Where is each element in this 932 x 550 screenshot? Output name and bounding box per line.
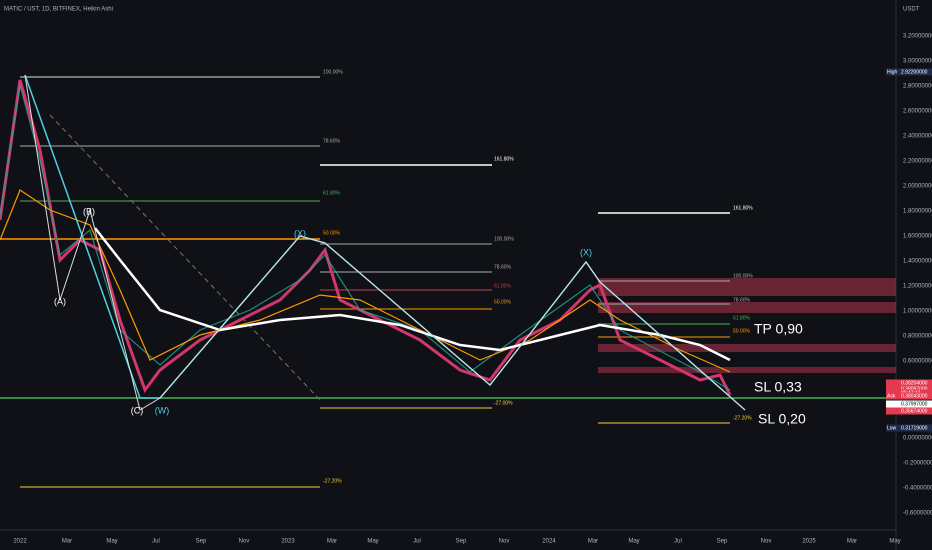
time-label: Sep <box>717 539 728 545</box>
price-tag <box>886 392 932 400</box>
time-label: Sep <box>196 539 207 545</box>
price-tag <box>886 424 932 432</box>
price-tag-value: 0.35674000 <box>901 408 928 414</box>
time-label: Mar <box>847 539 857 545</box>
time-label: Sep <box>456 539 467 545</box>
fib-label: 161.80% <box>494 156 514 162</box>
price-tag-value: 2.92200000 <box>901 69 928 75</box>
price-tag-value: 0.38204000 <box>901 380 928 386</box>
header-symbol: MATIC / UST, 1D, BITFINEX, Heikin Ashi <box>4 7 113 13</box>
price-tag <box>886 400 932 408</box>
wave-lines-white <box>24 74 746 411</box>
price-label: 1.60000000 <box>903 234 932 240</box>
price-label: 1.20000000 <box>903 284 932 290</box>
wave-label: (C) <box>131 405 144 415</box>
price-line-green <box>0 84 731 391</box>
time-label: May <box>106 539 117 545</box>
price-tag-name: High <box>887 69 898 75</box>
price-tag-name: Bid <box>887 401 894 407</box>
wave-label: (W) <box>155 405 170 415</box>
time-label: 2025 <box>802 539 816 545</box>
target-label: SL 0,20 <box>758 411 806 427</box>
fib-label: 50.00% <box>494 299 512 305</box>
fib-label: 100.00% <box>494 236 514 242</box>
fib-label: 61.80% <box>733 315 751 321</box>
time-label: 2024 <box>542 539 556 545</box>
wave-label: (X) <box>294 228 306 238</box>
fib-label: -27.00% <box>494 400 513 406</box>
price-label: 0.00000000 <box>903 436 932 442</box>
price-label: 2.40000000 <box>903 134 932 140</box>
price-label: -0.20000000 <box>903 461 932 467</box>
price-label: 1.00000000 <box>903 309 932 315</box>
fib-label: 78.60% <box>494 264 512 270</box>
price-label: 1.40000000 <box>903 259 932 265</box>
time-label: 2022 <box>13 539 27 545</box>
price-label: 3.20000000 <box>903 34 932 40</box>
price-tag <box>886 407 932 415</box>
price-tag-value: 0.37997000 <box>901 401 928 407</box>
wave-label: (A) <box>54 296 66 306</box>
zones <box>598 278 896 373</box>
price-label: 2.20000000 <box>903 159 932 165</box>
fib-label: 61.80% <box>494 283 512 289</box>
fib-label: 100.00% <box>323 69 343 75</box>
price-label: -0.60000000 <box>903 511 932 517</box>
fib-label: 100.00% <box>733 273 753 279</box>
time-label: May <box>889 539 900 545</box>
price-tag-name: Low <box>887 425 897 431</box>
price-line <box>0 79 732 396</box>
time-label: May <box>628 539 639 545</box>
price-label: 2.60000000 <box>903 109 932 115</box>
time-label: Jul <box>152 539 160 545</box>
fib-label: 161.80% <box>733 205 753 211</box>
target-label: SL 0,33 <box>754 379 802 395</box>
price-tag-value: 0.38043000 <box>901 393 928 399</box>
time-label: Jul <box>413 539 421 545</box>
price-tag <box>886 379 932 387</box>
price-label: -0.40000000 <box>903 486 932 492</box>
time-label: Nov <box>761 539 772 545</box>
price-label: 2.00000000 <box>903 184 932 190</box>
time-label: Mar <box>588 539 598 545</box>
fib-label: 61.80% <box>323 190 341 196</box>
price-label: 3.00000000 <box>903 59 932 65</box>
price-label: 2.80000000 <box>903 84 932 90</box>
time-label: May <box>367 539 378 545</box>
fib-label: 78.60% <box>733 297 751 303</box>
wave-label: (B) <box>83 206 95 216</box>
fib-label: 78.60% <box>323 138 341 144</box>
target-label: TP 0,90 <box>754 321 803 337</box>
time-label: Nov <box>499 539 510 545</box>
time-label: Mar <box>327 539 337 545</box>
price-currency: USDT <box>903 7 920 13</box>
price-label: 0.80000000 <box>903 334 932 340</box>
time-label: Jul <box>674 539 682 545</box>
price-label: 0.60000000 <box>903 359 932 365</box>
price-tag-value: 0.38087000 <box>901 386 928 392</box>
time-label: Nov <box>239 539 250 545</box>
price-tag <box>886 68 932 76</box>
fib-label: 50.00% <box>733 328 751 334</box>
price-label: 1.80000000 <box>903 209 932 215</box>
wave-label: (X) <box>580 247 592 257</box>
price-tag-value: 0.31719000 <box>901 425 928 431</box>
moving-average-white <box>94 227 731 362</box>
fib-label: -27.20% <box>733 415 752 421</box>
time-label: 2023 <box>281 539 295 545</box>
fib-label: 50.00% <box>323 230 341 236</box>
time-label: Mar <box>62 539 72 545</box>
price-tag <box>886 385 932 393</box>
price-tag-name: Ask <box>887 393 896 399</box>
fib-label: -27.20% <box>323 478 342 484</box>
